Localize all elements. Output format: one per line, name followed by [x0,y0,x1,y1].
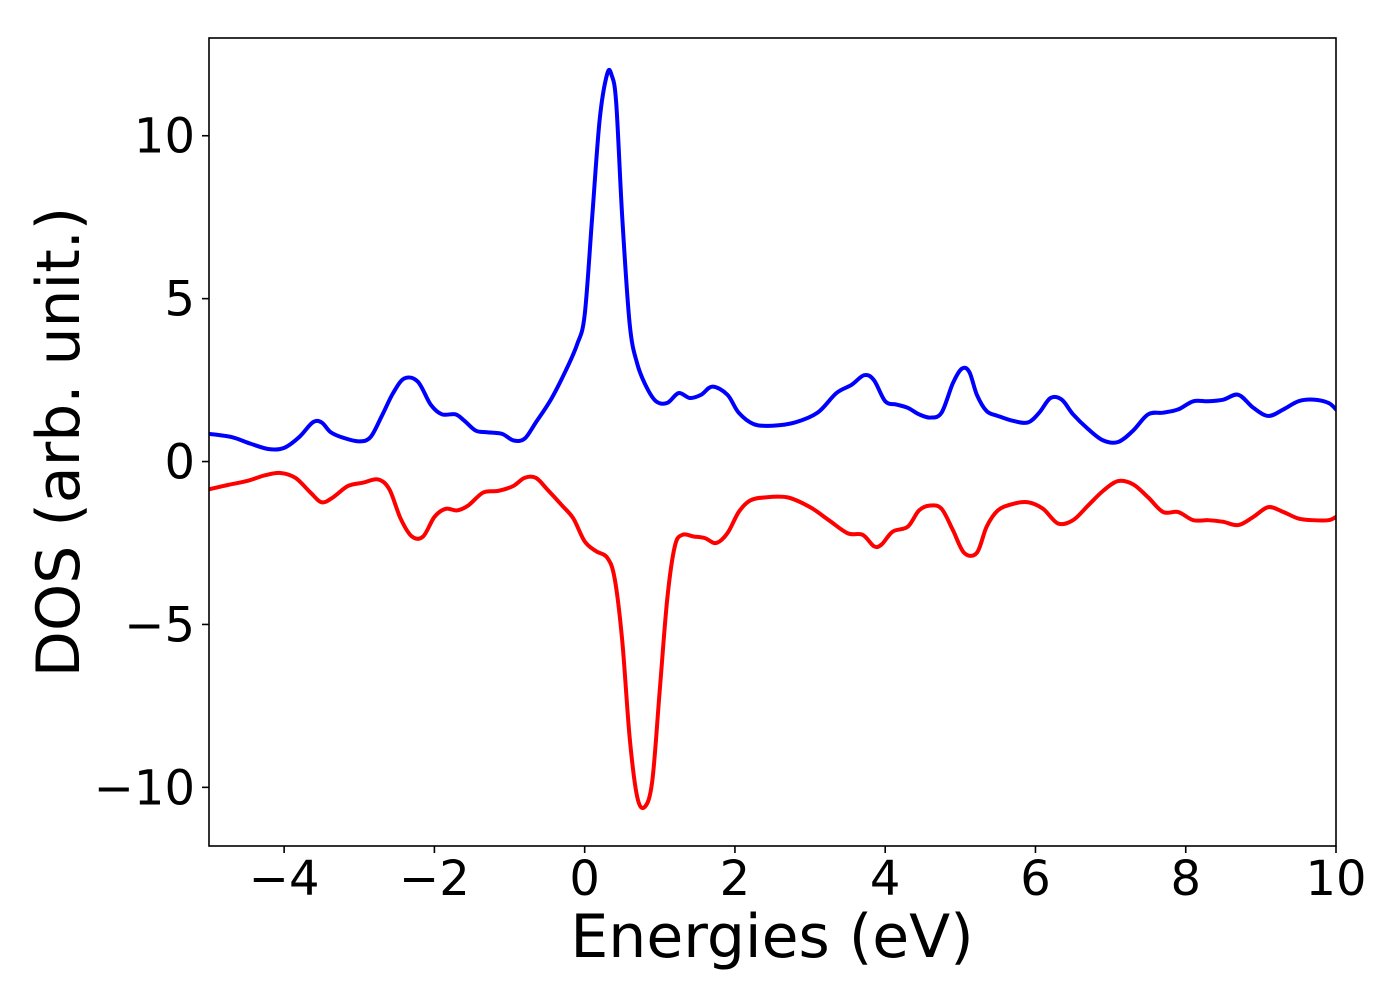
y-tick-label: 10 [134,109,195,165]
series-layer [209,67,1336,811]
plot-frame [208,37,1337,847]
series-line-red [209,470,1336,811]
y-tick-label: 5 [164,272,195,328]
y-tick-label: −5 [124,597,195,653]
x-tick-label: 6 [1020,851,1051,907]
x-tick-label: −4 [249,851,320,907]
series-line-blue [209,67,1336,452]
x-axis-label: Energies (eV) [570,902,973,972]
x-axis-ticks: −4 −2 0 2 4 6 8 10 [249,846,1367,907]
x-tick-label: 8 [1170,851,1201,907]
y-axis-ticks: −10 −5 0 5 10 [94,109,209,816]
y-tick-label: −10 [94,760,195,816]
y-axis-label: DOS (arb. unit.) [24,207,94,677]
x-tick-label: 4 [870,851,901,907]
x-tick-label: 10 [1305,851,1366,907]
x-tick-label: −2 [399,851,470,907]
y-tick-label: 0 [164,435,195,491]
x-tick-label: 0 [569,851,600,907]
x-tick-label: 2 [720,851,751,907]
